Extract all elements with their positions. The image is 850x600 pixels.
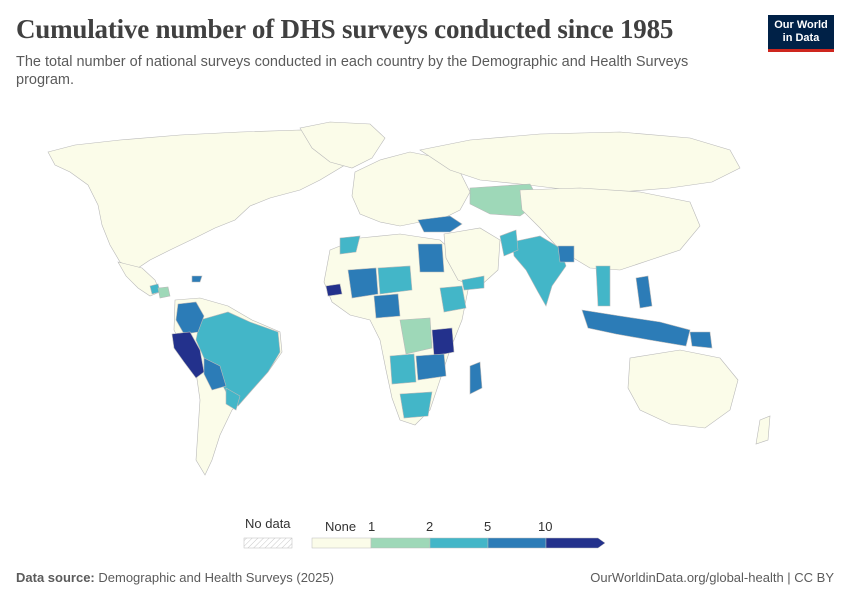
legend-label-2: 2 xyxy=(426,519,434,534)
legend-bin-5 xyxy=(487,537,547,549)
region-australia[interactable] xyxy=(627,349,739,429)
country-paraguay[interactable] xyxy=(225,387,241,411)
country-madagascar[interactable] xyxy=(469,361,483,395)
country-colombia[interactable] xyxy=(175,301,205,335)
country-indonesia[interactable] xyxy=(581,309,691,347)
country-vietnam-cambodia[interactable] xyxy=(595,265,611,307)
country-zambia-malawi[interactable] xyxy=(415,353,447,381)
country-bangladesh-nepal[interactable] xyxy=(557,245,575,263)
legend-bin-2 xyxy=(429,537,489,549)
legend-no-data-label: No data xyxy=(245,516,291,531)
chart-title: Cumulative number of DHS surveys conduct… xyxy=(16,14,674,44)
legend-bin-10 xyxy=(545,537,606,549)
legend-bin-none xyxy=(311,537,372,549)
data-source-label: Data source: xyxy=(16,570,95,585)
country-tanzania[interactable] xyxy=(431,327,455,357)
legend-no-data-swatch xyxy=(243,537,293,549)
region-north-america[interactable] xyxy=(47,129,361,271)
country-bolivia[interactable] xyxy=(203,357,227,391)
owid-logo[interactable]: Our World in Data xyxy=(768,15,834,52)
country-niger[interactable] xyxy=(377,265,413,295)
country-mali[interactable] xyxy=(347,267,379,299)
country-nigeria[interactable] xyxy=(373,293,401,319)
region-greenland[interactable] xyxy=(299,121,386,169)
country-honduras[interactable] xyxy=(157,286,171,299)
country-haiti[interactable] xyxy=(191,275,203,283)
legend-bin-1 xyxy=(370,537,431,549)
legend-swatches xyxy=(243,537,606,549)
data-source: Data source: Demographic and Health Surv… xyxy=(16,570,334,585)
region-europe[interactable] xyxy=(351,151,471,227)
country-egypt[interactable] xyxy=(417,243,445,273)
country-india[interactable] xyxy=(511,235,567,307)
legend: No data None 1 2 5 10 xyxy=(240,516,620,552)
country-angola[interactable] xyxy=(389,353,417,385)
region-new-zealand[interactable] xyxy=(755,415,771,445)
country-ethiopia[interactable] xyxy=(439,285,467,313)
source-url[interactable]: OurWorldinData.org/global-health | CC BY xyxy=(590,570,834,585)
country-peru[interactable] xyxy=(171,331,205,379)
logo-line-2: in Data xyxy=(782,32,820,44)
country-senegal[interactable] xyxy=(325,283,343,297)
country-drc[interactable] xyxy=(399,317,433,355)
chart-subtitle: The total number of national surveys con… xyxy=(16,54,689,88)
country-turkey[interactable] xyxy=(417,215,463,233)
world-map[interactable] xyxy=(0,110,850,510)
region-russia[interactable] xyxy=(419,131,741,193)
country-yemen[interactable] xyxy=(461,275,485,291)
country-philippines[interactable] xyxy=(635,275,653,309)
data-source-value[interactable]: Demographic and Health Surveys (2025) xyxy=(98,570,334,585)
country-pakistan[interactable] xyxy=(499,229,519,257)
country-south-africa[interactable] xyxy=(399,391,433,419)
legend-label-none: None xyxy=(325,519,357,534)
country-morocco[interactable] xyxy=(339,235,361,255)
legend-label-1: 1 xyxy=(368,519,376,534)
legend-label-10: 10 xyxy=(538,519,553,534)
legend-label-5: 5 xyxy=(484,519,492,534)
logo-line-1: Our World xyxy=(774,19,828,31)
country-papua-new-guinea[interactable] xyxy=(689,331,713,349)
region-mexico[interactable] xyxy=(117,261,161,297)
region-middle-east[interactable] xyxy=(443,227,501,289)
